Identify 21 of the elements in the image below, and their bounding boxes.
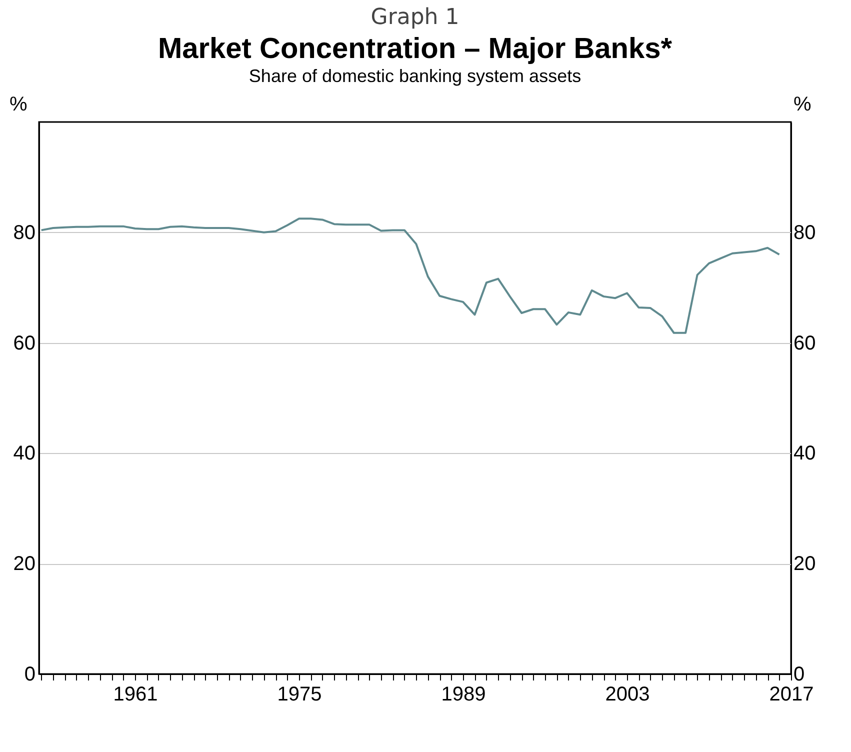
x-tick-label: 2003 bbox=[605, 684, 650, 706]
y2-tick-label: 60 bbox=[794, 332, 816, 354]
x-tick-label: 1989 bbox=[441, 684, 486, 706]
y2-tick-label: 20 bbox=[794, 553, 816, 576]
y-tick-label: 20 bbox=[13, 553, 36, 576]
y-tick-label: 80 bbox=[13, 222, 36, 244]
y-tick-label: 0 bbox=[24, 664, 36, 686]
y2-tick-label: 80 bbox=[794, 222, 816, 244]
y-tick-label: 60 bbox=[13, 332, 36, 354]
caption: Graph 1 bbox=[370, 5, 460, 30]
y2-tick-label: 40 bbox=[794, 442, 816, 465]
y2-tick-label: 0 bbox=[794, 664, 805, 686]
line-series bbox=[40, 218, 780, 334]
x-tick-label: 2017 bbox=[769, 684, 814, 706]
y-axis-title: % bbox=[10, 94, 28, 116]
x-tick-label: 1961 bbox=[113, 684, 158, 706]
y-tick-label: 40 bbox=[13, 442, 36, 465]
chart-title: Market Concentration – Major Banks* bbox=[158, 33, 673, 65]
y2-axis-title: % bbox=[794, 94, 812, 116]
x-tick-label: 1975 bbox=[277, 684, 322, 706]
chart-subtitle: Share of domestic banking system assets bbox=[248, 66, 582, 86]
